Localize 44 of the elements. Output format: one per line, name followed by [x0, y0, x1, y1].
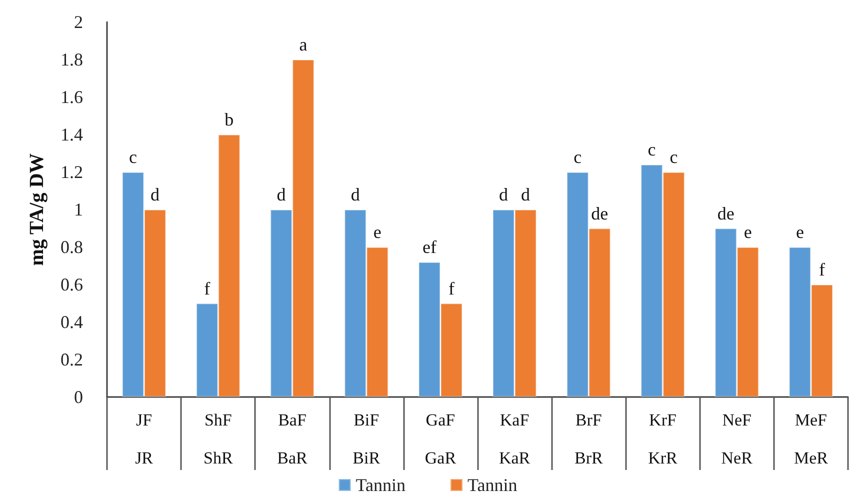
data-label: de — [717, 203, 734, 224]
x-tick-label: KrF KrR — [648, 410, 678, 468]
x-tick-label: BaF BaR — [277, 410, 308, 468]
x-tick-label: NeF NeR — [721, 410, 754, 468]
y-tick-label: 1.2 — [60, 162, 83, 182]
y-tick-label: 0.6 — [60, 274, 83, 294]
data-label: e — [744, 222, 752, 242]
data-label: ef — [422, 237, 436, 257]
x-tick-label: BrF BrR — [574, 410, 604, 468]
data-label: c — [574, 147, 582, 167]
y-axis-title: mg TA/g DW — [26, 153, 48, 266]
data-label: e — [796, 222, 804, 242]
data-label: f — [204, 278, 210, 298]
data-label: b — [224, 110, 234, 130]
y-tick-label: 2 — [74, 12, 83, 32]
x-tick-label: GaF GaR — [424, 410, 457, 468]
x-tick-label: MeF MeR — [794, 410, 829, 468]
y-tick-label: 1.4 — [60, 124, 83, 144]
data-label: f — [818, 260, 825, 280]
legend-label: Tannin — [356, 475, 406, 495]
x-tick-label: KaF KaR — [498, 410, 531, 468]
y-tick-label: 0.4 — [60, 312, 83, 332]
y-tick-label: 0.8 — [60, 237, 83, 257]
y-tick-label: 0.2 — [60, 350, 83, 370]
y-tick-label: 1.6 — [60, 87, 83, 107]
x-tick-label: BiF BiR — [352, 410, 381, 468]
data-label: f — [448, 278, 454, 298]
data-label: c — [648, 140, 656, 160]
data-label: e — [373, 222, 382, 242]
data-label: d — [150, 184, 160, 204]
data-label: a — [299, 34, 308, 54]
y-tick-label: 1 — [74, 200, 83, 220]
x-tick-label: ShF ShR — [204, 410, 234, 468]
data-label: d — [499, 184, 508, 204]
y-tick-label: 0 — [74, 387, 83, 407]
data-label: d — [350, 184, 360, 204]
x-tick-label: JF JR — [135, 410, 154, 468]
data-label: d — [276, 184, 286, 204]
data-label: de — [591, 203, 608, 224]
data-label: c — [670, 147, 678, 167]
data-label: d — [521, 184, 530, 204]
legend-label: Tannin — [468, 475, 518, 495]
data-label: c — [129, 147, 138, 167]
y-tick-label: 1.8 — [60, 50, 83, 70]
